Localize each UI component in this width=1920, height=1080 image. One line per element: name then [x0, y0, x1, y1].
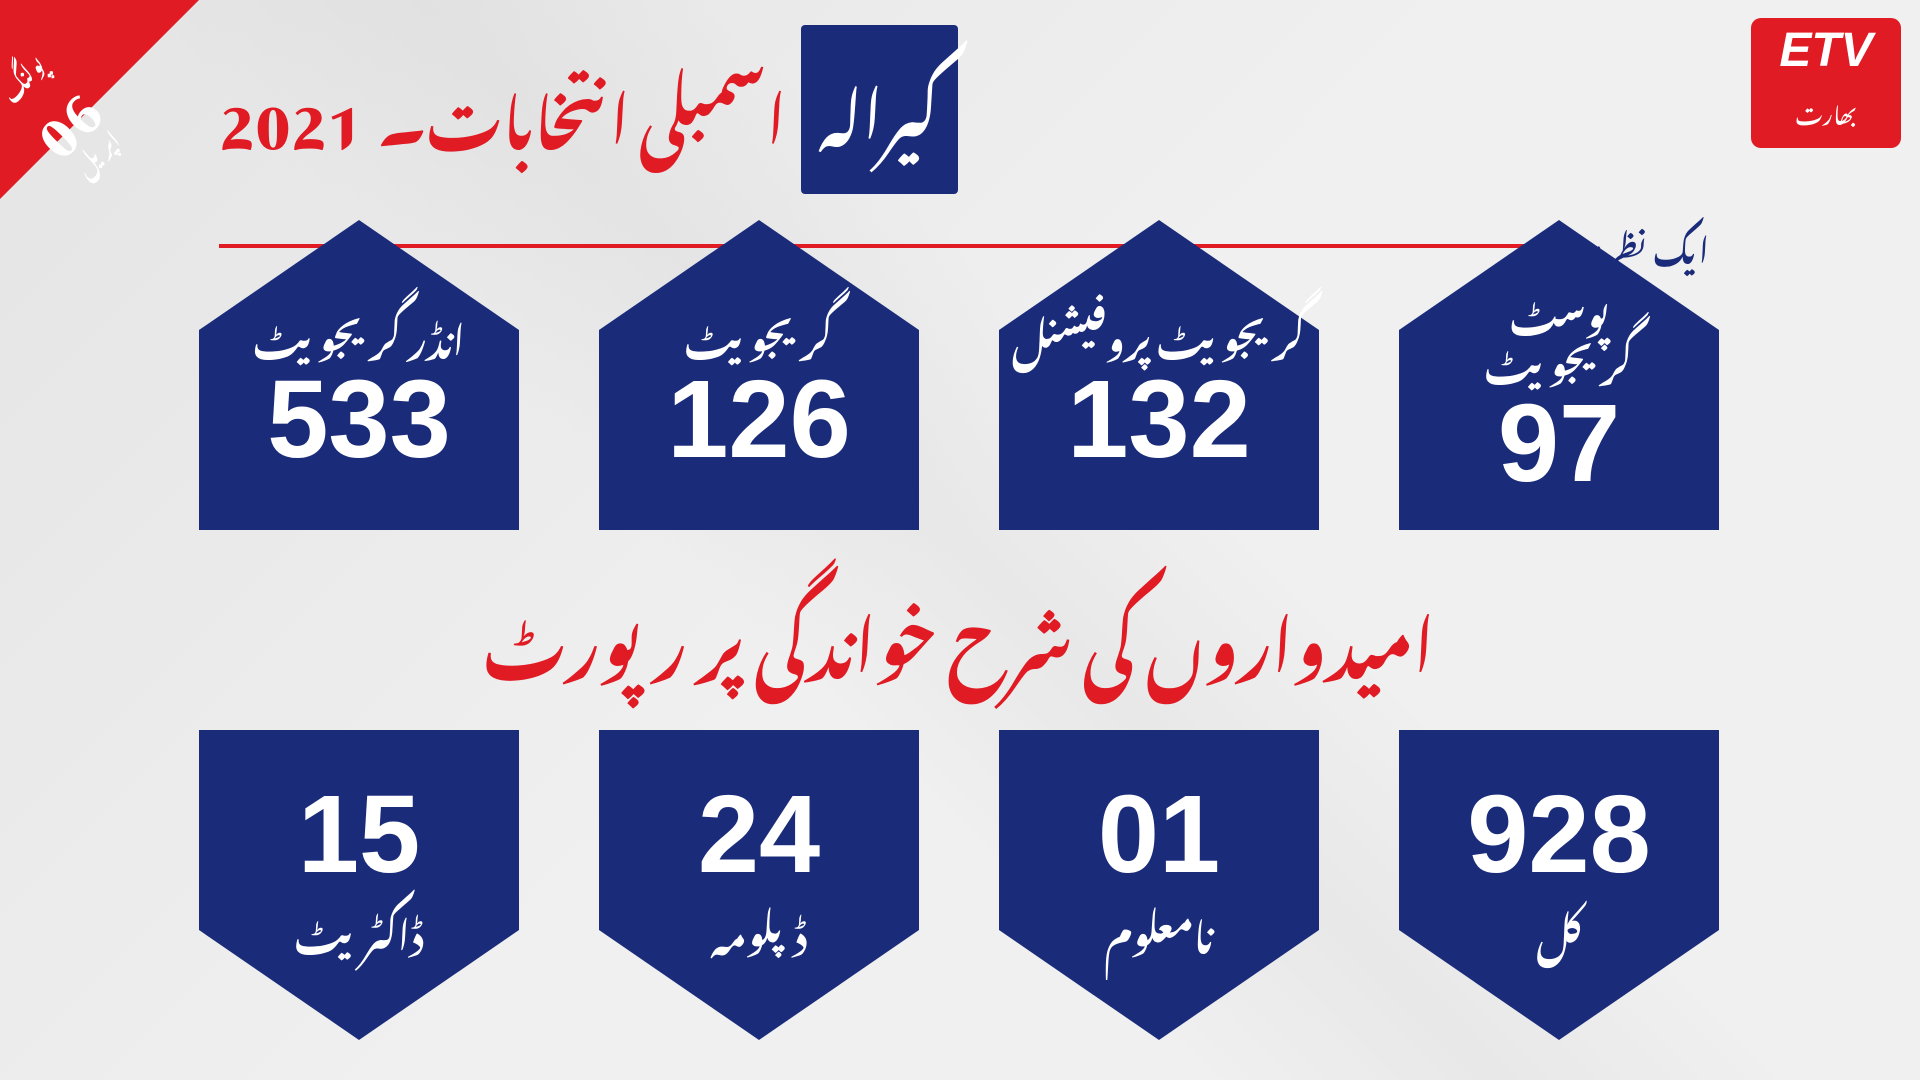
stat-pentagon: نامعلوم 01	[990, 730, 1330, 1050]
stat-pentagon: انڈر گریجویٹ 533	[190, 210, 530, 530]
title-line: کیرالہ اسمبلی انتخابات۔ 2021	[220, 25, 1730, 194]
pentagon-value: 533	[254, 365, 466, 475]
pentagon-label: گریجویٹ پروفیشنل	[1013, 310, 1307, 359]
pentagon-value: 97	[1485, 389, 1634, 499]
pentagon-value: 01	[1099, 780, 1221, 890]
logo-bharat-text: بھارت	[1796, 80, 1858, 140]
polling-date-badge: پولنگ 06 اپریل	[0, 0, 200, 200]
pentagon-container: پوسٹگریجویٹ 97 گریجویٹ پروفیشنل 132 گریج…	[0, 210, 1920, 1050]
pentagon-content: گریجویٹ 126	[668, 265, 852, 474]
middle-title: امیدواروں کی شرح خواندگی پر رپورٹ	[484, 550, 1436, 720]
pentagon-value: 126	[668, 365, 852, 475]
pentagon-content: انڈر گریجویٹ 533	[254, 265, 466, 474]
pentagon-label: کل	[1468, 905, 1652, 954]
pentagon-label: ڈاکٹریٹ	[295, 905, 424, 954]
stat-pentagon: کل 928	[1390, 730, 1730, 1050]
pentagon-content: پوسٹگریجویٹ 97	[1485, 241, 1634, 500]
pentagon-row-top: پوسٹگریجویٹ 97 گریجویٹ پروفیشنل 132 گریج…	[190, 210, 1730, 530]
stat-pentagon: ڈاکٹریٹ 15	[190, 730, 530, 1050]
pentagon-content: کل 928	[1468, 775, 1652, 1004]
etv-logo: ETV بھارت	[1752, 18, 1902, 148]
pentagon-value: 24	[699, 780, 821, 890]
pentagon-value: 928	[1468, 780, 1652, 890]
title-year: 2021	[220, 32, 364, 187]
pentagon-label: پوسٹگریجویٹ	[1485, 286, 1634, 385]
title-kerala: کیرالہ	[802, 25, 959, 194]
pentagon-content: ڈاکٹریٹ 15	[295, 775, 424, 1004]
pentagon-row-bottom: کل 928 نامعلوم 01 ڈپلومہ 24 ڈاکٹریٹ 15	[190, 730, 1730, 1050]
pentagon-value: 15	[295, 780, 424, 890]
pentagon-label: گریجویٹ	[668, 310, 852, 359]
stat-pentagon: گریجویٹ 126	[590, 210, 930, 530]
title-assembly: اسمبلی انتخابات۔	[379, 32, 787, 187]
pentagon-content: گریجویٹ پروفیشنل 132	[1013, 265, 1307, 474]
pentagon-content: نامعلوم 01	[1099, 775, 1221, 1004]
logo-etv-text: ETV	[1780, 27, 1873, 75]
stat-pentagon: ڈپلومہ 24	[590, 730, 930, 1050]
pentagon-content: ڈپلومہ 24	[699, 775, 821, 1004]
pentagon-label: انڈر گریجویٹ	[254, 310, 466, 359]
pentagon-label: نامعلوم	[1099, 905, 1221, 954]
pentagon-label: ڈپلومہ	[699, 905, 821, 954]
stat-pentagon: گریجویٹ پروفیشنل 132	[990, 210, 1330, 530]
stat-pentagon: پوسٹگریجویٹ 97	[1390, 210, 1730, 530]
